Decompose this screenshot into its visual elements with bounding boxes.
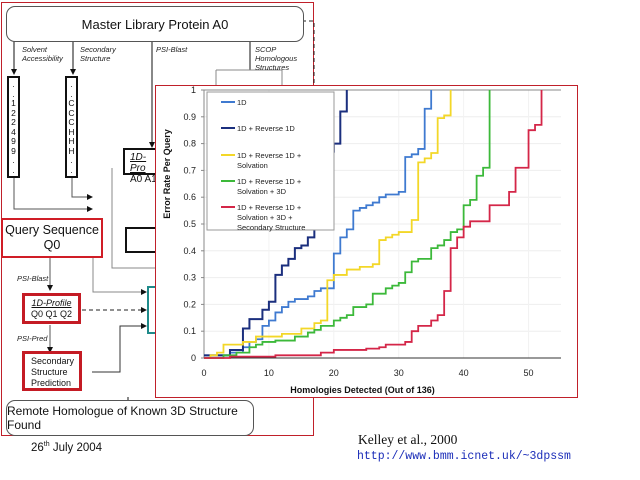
y-tick-label: 0.5 (183, 219, 196, 229)
secondary-structure-prediction-box: Secondary Structure Prediction (22, 351, 82, 391)
column-char: 9 (11, 145, 16, 156)
x-tick-label: 0 (201, 368, 206, 378)
ss-prediction-line: Structure (31, 367, 68, 377)
x-tick-label: 30 (394, 368, 404, 378)
y-tick-label: 1 (191, 85, 196, 95)
query-box-line: Q0 (43, 238, 61, 252)
column-char: H (68, 126, 75, 137)
legend-entry-line: Secondary Structure (237, 223, 305, 232)
column-char: . (12, 88, 15, 99)
x-tick-label: 20 (329, 368, 339, 378)
y-tick-label: 0.4 (183, 246, 196, 256)
legend-entry: 1D + Reverse 1D (237, 124, 295, 133)
series-line-4 (204, 90, 491, 359)
label-line: Accessibility (22, 54, 63, 63)
column-char: . (70, 79, 73, 89)
legend-entry-line: Solvation + 3D + (237, 213, 293, 222)
legend-entry-line: Solvation (237, 161, 268, 170)
label-line: Secondary (80, 45, 116, 54)
query-profile-values: Q0 Q1 Q2 (30, 308, 73, 319)
psi-blast-query-label: PSI-Blast (17, 274, 49, 283)
y-axis-label: Error Rate Per Query (162, 129, 172, 219)
legend-entry-line: 1D + Reverse 1D + (237, 151, 302, 160)
legend-entry: 1D + Reverse 1D + Solvation (237, 151, 302, 170)
master-library-label: Master Library Protein A0 (81, 16, 229, 32)
remote-homologue-label: Remote Homologue of Known 3D Structure F… (7, 404, 238, 432)
diagram-connectors (11, 20, 315, 402)
label-line: SCOP (255, 45, 277, 54)
column-char: H (68, 145, 75, 156)
scop-label: SCOP Homologous Structures (255, 45, 297, 72)
column-char: H (68, 136, 75, 146)
column-char: C (68, 117, 75, 127)
column-char: C (68, 107, 75, 118)
y-tick-label: 0.7 (183, 165, 196, 175)
psi-blast-label: PSI-Blast (156, 45, 188, 54)
y-tick-label: 0.8 (183, 139, 196, 149)
y-tick-label: 0 (191, 353, 196, 363)
column-char: 1 (11, 98, 16, 108)
column-char: . (70, 164, 73, 175)
series-line-1 (204, 90, 433, 357)
x-tick-label: 50 (524, 368, 534, 378)
library-profile-values: A0 A1 (130, 174, 157, 185)
reference-url[interactable]: http://www.bmm.icnet.uk/~3dpssm (357, 450, 571, 463)
series-line-3 (204, 90, 452, 359)
y-tick-label: 0.1 (183, 326, 196, 336)
y-tick-label: 0.6 (183, 192, 196, 202)
label-line: Structures (255, 63, 290, 72)
column-char: 4 (11, 126, 16, 137)
legend-entry: 1D + Reverse 1D + Solvation + 3D (237, 177, 302, 196)
secondary-structure-label: Secondary Structure (80, 45, 116, 63)
remote-homologue-box: Remote Homologue of Known 3D Structure F… (6, 400, 254, 436)
column-char: . (12, 155, 15, 165)
solvent-accessibility-label: Solvent Accessibility (22, 45, 63, 63)
column-char: 2 (11, 107, 16, 118)
column-char: . (12, 79, 15, 89)
column-char: C (68, 98, 75, 108)
bracket-box (125, 227, 155, 253)
legend-entry-line: 1D + Reverse 1D + (237, 203, 302, 212)
error-rate-chart: 00.10.20.30.40.50.60.70.80.910 10 20 30 40 50… (162, 85, 561, 395)
column-char: . (70, 88, 73, 99)
query-box-line: Query Sequence (5, 223, 99, 237)
label-line: Structure (80, 54, 111, 63)
query-sequence-box: Query Sequence Q0 (1, 218, 103, 258)
column-char: 2 (11, 117, 16, 127)
x-tick-label: 40 (459, 368, 469, 378)
ss-prediction-line: Prediction (31, 378, 72, 388)
ss-prediction-line: Secondary (31, 356, 75, 366)
x-axis-label: Homologies Detected (Out of 136) (290, 385, 435, 395)
psi-pred-label: PSI-Pred (17, 334, 48, 343)
query-profile-box: 1D-Profile Q0 Q1 Q2 (22, 293, 81, 324)
date-day: 26 (31, 441, 44, 454)
column-char: 9 (11, 136, 16, 146)
dashed-connector (302, 20, 315, 85)
query-profile-title: 1D-Profile (31, 297, 72, 308)
y-tick-label: 0.3 (183, 273, 196, 283)
legend-entry-line: Solvation + 3D (237, 187, 287, 196)
legend-entry: 1D + Reverse 1D + Solvation + 3D + Seconda… (237, 203, 305, 232)
legend-entry: 1D (237, 98, 247, 107)
library-profile-title: 1D-Pro (130, 152, 147, 174)
label-line: Homologous (255, 54, 298, 63)
column-char: . (12, 164, 15, 175)
citation: Kelley et al., 2000 (358, 432, 458, 447)
presentation-date: 26th July 2004 (31, 441, 102, 454)
y-tick-label: 0.9 (183, 112, 196, 122)
master-library-box: Master Library Protein A0 (6, 6, 304, 42)
y-tick-label: 0.2 (183, 299, 196, 309)
x-tick-label: 10 (264, 368, 274, 378)
date-suffix: th (43, 441, 50, 448)
date-rest: July 2004 (49, 441, 103, 454)
legend-entry-line: 1D + Reverse 1D + (237, 177, 302, 186)
label-line: Solvent (22, 45, 48, 54)
series-line-5 (204, 90, 543, 359)
column-char: . (70, 155, 73, 165)
